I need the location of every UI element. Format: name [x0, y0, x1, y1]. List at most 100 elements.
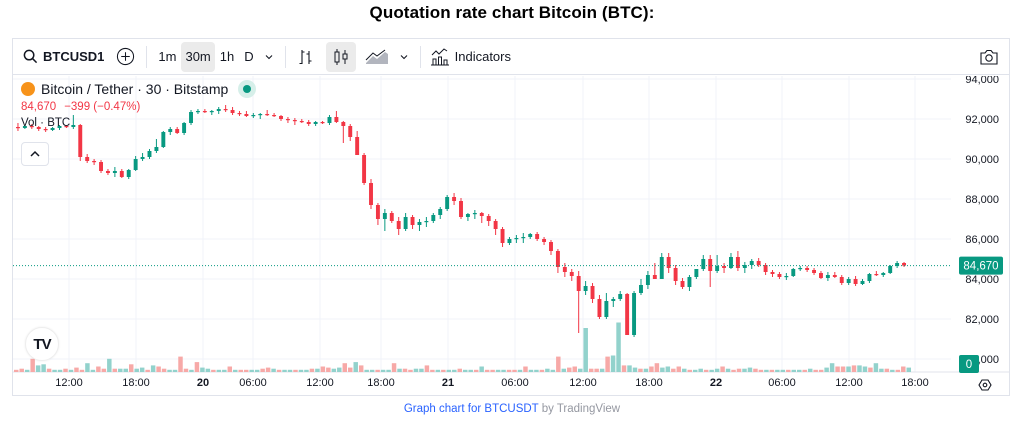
bars-style-button[interactable]: [292, 42, 320, 72]
candle: [645, 271, 650, 289]
indicators-button[interactable]: Indicators: [427, 42, 515, 72]
tradingview-link[interactable]: Graph chart for BTCUSDT: [403, 403, 539, 415]
timeframe-1m[interactable]: 1m: [158, 49, 177, 64]
volume-bar: [588, 368, 594, 372]
candle: [500, 227, 505, 247]
candle: [798, 266, 803, 271]
candle: [611, 297, 616, 307]
volume-bar: [134, 368, 139, 372]
volume-bar: [479, 366, 484, 372]
candle: [715, 255, 720, 273]
candle: [895, 261, 900, 268]
volume-bar: [791, 369, 797, 372]
volume-bar: [468, 369, 473, 372]
candles-style-button[interactable]: [325, 41, 356, 72]
volume-bar: [824, 367, 829, 372]
timeframe-30m[interactable]: 30m: [181, 41, 215, 72]
candle: [722, 263, 727, 273]
bar-chart-icon: [299, 49, 312, 64]
symbol-search-button[interactable]: BTCUSD1: [13, 42, 110, 72]
volume-bar: [682, 368, 687, 372]
volume-bar: [807, 368, 813, 372]
timeframe-1h[interactable]: 1h: [219, 49, 235, 64]
volume-bar: [550, 369, 556, 372]
volume-bar: [172, 369, 178, 372]
candle: [292, 118, 297, 125]
symbol-label: BTCUSD1: [43, 49, 105, 64]
volume-bar: [879, 368, 884, 372]
volume-bar: [753, 368, 758, 372]
volume-bar: [101, 368, 107, 372]
candle: [770, 270, 775, 277]
volume-bar: [222, 369, 227, 372]
volume-bar: [189, 369, 194, 372]
snapshot-button[interactable]: [977, 45, 1001, 69]
volume-bar: [320, 366, 326, 372]
volume-bar: [857, 365, 862, 372]
volume-bar: [627, 365, 632, 372]
volume-bar: [304, 369, 309, 372]
candle: [154, 139, 159, 153]
volume-bar: [561, 368, 567, 372]
candle: [452, 193, 457, 205]
volume-bar: [599, 368, 605, 372]
volume-bar: [161, 368, 167, 372]
x-axis-label: 12:00: [306, 377, 334, 389]
volume-bar: [342, 363, 348, 372]
compare-button[interactable]: [110, 42, 140, 72]
volume-bar: [298, 369, 304, 372]
chart-settings-icon[interactable]: [978, 379, 992, 391]
chart-style-dropdown[interactable]: [394, 42, 414, 72]
volume-bar: [35, 365, 41, 372]
candle: [168, 127, 173, 135]
indicators-label: Indicators: [454, 49, 511, 64]
volume-bar: [484, 369, 490, 372]
volume-bar: [583, 328, 588, 372]
volume-bar: [501, 369, 506, 372]
chevron-down-icon: [400, 54, 408, 59]
collapse-legend-button[interactable]: [21, 142, 49, 166]
candle: [36, 126, 41, 131]
volume-bar: [150, 365, 156, 372]
candle: [639, 279, 643, 295]
tradingview-logo-icon[interactable]: TV: [25, 327, 59, 361]
volume-bar: [534, 369, 539, 372]
volume-bar: [818, 369, 824, 372]
volume-bar: [276, 369, 282, 372]
volume-bar: [156, 366, 161, 372]
candle: [389, 211, 394, 223]
area-style-button[interactable]: [360, 42, 394, 72]
volume-bar: [271, 368, 276, 372]
x-axis-label: 20: [197, 377, 209, 389]
volume-bar: [463, 369, 468, 372]
y-axis-label: 92,000: [965, 114, 999, 126]
search-icon: [23, 49, 38, 64]
candle: [417, 219, 422, 231]
candle: [251, 113, 256, 118]
candle: [549, 240, 553, 255]
volume-bar: [227, 366, 233, 372]
candle: [126, 169, 131, 179]
candle: [327, 115, 332, 125]
candlestick-chart[interactable]: 94,000 92,000 90,000 88,000 86,000 84,000 82,0…: [13, 74, 1009, 396]
volume-bar: [123, 368, 128, 372]
timeframe-d[interactable]: D: [244, 49, 254, 64]
candle: [334, 111, 339, 123]
volume-bar: [780, 369, 786, 372]
volume-bar: [118, 368, 123, 372]
volume-bar: [19, 368, 24, 372]
volume-bar: [57, 369, 63, 372]
chart-area[interactable]: 94,000 92,000 90,000 88,000 86,000 84,000 82,0…: [13, 74, 1009, 396]
volume-bar: [638, 368, 643, 372]
volume-bar: [703, 369, 709, 372]
by-tradingview-text: by TradingView: [538, 403, 621, 415]
volume-bar: [139, 367, 145, 372]
candle: [355, 131, 360, 155]
volume-bar: [506, 369, 512, 372]
volume-bar: [457, 368, 462, 372]
timeframe-dropdown[interactable]: [259, 42, 279, 72]
volume-bar: [890, 369, 895, 372]
volume-bar: [616, 322, 621, 372]
volume-bar: [649, 366, 654, 372]
volume-bar: [786, 369, 791, 372]
